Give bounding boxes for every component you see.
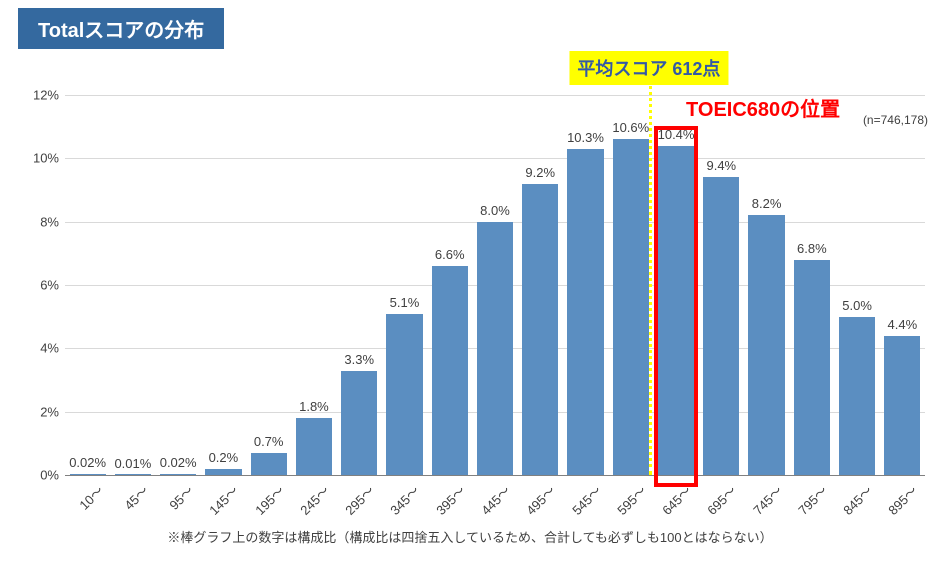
average-line (649, 55, 652, 475)
bar (522, 184, 558, 475)
bar (794, 260, 830, 475)
x-tick-label: 445～ (470, 475, 514, 519)
chart-title: Totalスコアの分布 (18, 8, 224, 49)
bar (251, 453, 287, 475)
x-tick-label: 845～ (833, 475, 877, 519)
bar (613, 139, 649, 475)
bar (432, 266, 468, 475)
y-tick-label: 4% (40, 341, 65, 356)
bar-value-label: 3.3% (329, 352, 389, 367)
gridline (65, 158, 925, 159)
bar (341, 371, 377, 476)
x-tick-label: 595～ (606, 475, 650, 519)
bar (205, 469, 241, 475)
bar-value-label: 5.0% (827, 298, 887, 313)
x-tick-label: 695～ (697, 475, 741, 519)
highlight-box (654, 126, 698, 487)
bar (477, 222, 513, 475)
footnote: ※棒グラフ上の数字は構成比（構成比は四捨五入しているため、合計しても必ずしも10… (0, 527, 940, 546)
y-tick-label: 6% (40, 278, 65, 293)
bar-value-label: 6.6% (420, 247, 480, 262)
x-tick-label: 545～ (561, 475, 605, 519)
x-tick-label: 95～ (159, 475, 198, 514)
bar-value-label: 0.2% (193, 450, 253, 465)
bar (567, 149, 603, 475)
x-tick-label: 745～ (742, 475, 786, 519)
x-tick-label: 195～ (244, 475, 288, 519)
bar (296, 418, 332, 475)
x-tick-label: 395～ (425, 475, 469, 519)
x-tick-label: 795～ (787, 475, 831, 519)
y-tick-label: 12% (33, 88, 65, 103)
bar-value-label: 4.4% (872, 317, 932, 332)
x-tick-label: 245～ (289, 475, 333, 519)
x-tick-label: 495～ (516, 475, 560, 519)
bar-value-label: 5.1% (374, 295, 434, 310)
bar (703, 177, 739, 475)
x-tick-label: 345～ (380, 475, 424, 519)
y-tick-label: 2% (40, 404, 65, 419)
y-tick-label: 8% (40, 214, 65, 229)
bar-value-label: 1.8% (284, 399, 344, 414)
bar (839, 317, 875, 475)
bar-value-label: 8.0% (465, 203, 525, 218)
x-tick-label: 10～ (68, 475, 107, 514)
gridline (65, 95, 925, 96)
bar (386, 314, 422, 476)
plot-area: 0%2%4%6%8%10%12%0.02%10～0.01%45～0.02%95～… (65, 95, 925, 475)
x-tick-label: 45～ (113, 475, 152, 514)
bar-value-label: 9.4% (691, 158, 751, 173)
bar-value-label: 9.2% (510, 165, 570, 180)
bar-value-label: 6.8% (782, 241, 842, 256)
bar (748, 215, 784, 475)
bar-value-label: 0.7% (239, 434, 299, 449)
y-tick-label: 10% (33, 151, 65, 166)
bar (884, 336, 920, 475)
x-tick-label: 145～ (199, 475, 243, 519)
bar-value-label: 8.2% (737, 196, 797, 211)
x-tick-label: 295～ (335, 475, 379, 519)
chart-root: Totalスコアの分布 平均スコア 612点 TOEIC680の位置 (n=74… (0, 0, 940, 570)
x-tick-label: 895～ (878, 475, 922, 519)
